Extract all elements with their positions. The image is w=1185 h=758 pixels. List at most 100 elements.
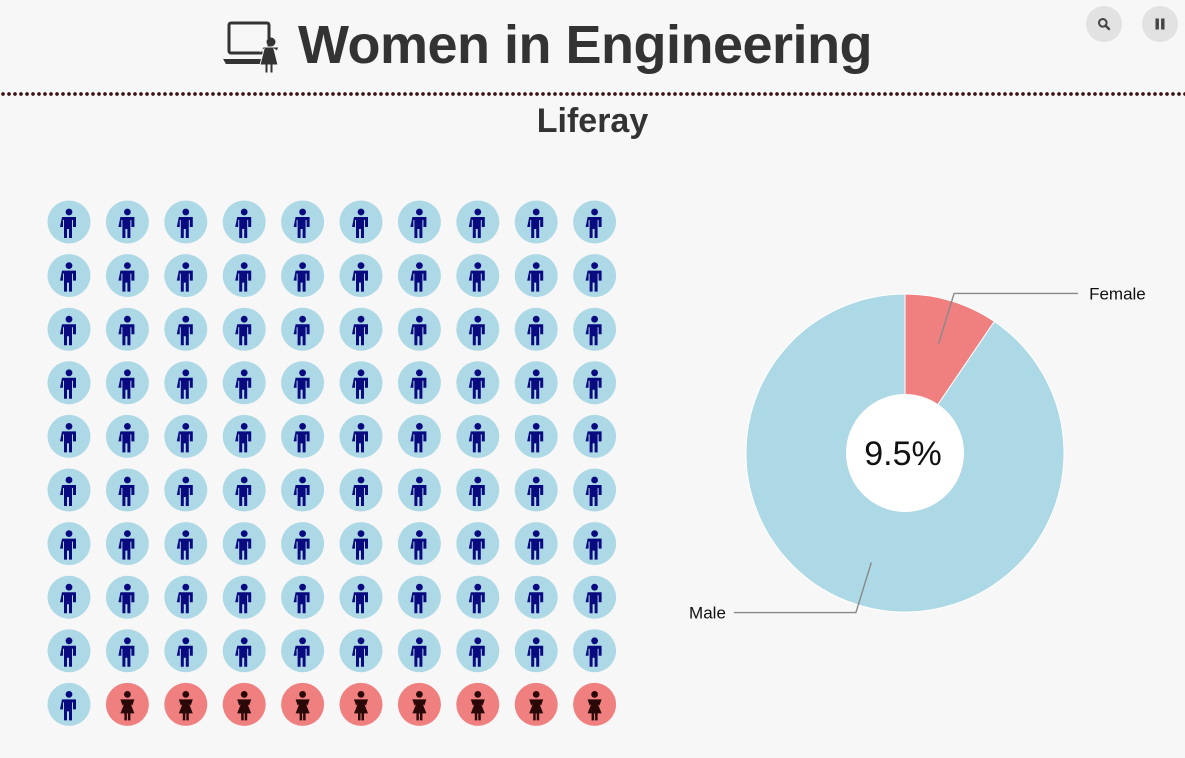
- male-person-icon: [293, 315, 310, 346]
- male-person-icon: [352, 315, 368, 346]
- waffle-cell-male: [339, 361, 383, 405]
- male-person-icon: [410, 423, 427, 453]
- waffle-cell-male: [573, 575, 617, 619]
- male-person-icon: [527, 637, 544, 667]
- male-person-icon: [527, 423, 544, 453]
- donut-center-label: 9.5%: [864, 435, 942, 473]
- male-person-icon: [60, 530, 76, 560]
- waffle-cell-male: [397, 361, 441, 405]
- female-person-icon: [120, 691, 135, 721]
- male-person-icon: [118, 369, 135, 399]
- male-person-icon: [60, 423, 76, 453]
- male-person-icon: [235, 315, 252, 346]
- waffle-cell-male: [105, 307, 149, 351]
- waffle-cell-male: [514, 307, 558, 351]
- male-person-icon: [410, 530, 427, 560]
- waffle-cell-female: [514, 682, 558, 726]
- male-person-icon: [118, 208, 135, 238]
- male-person-icon: [352, 637, 368, 667]
- waffle-cell-male: [573, 522, 617, 566]
- waffle-cell-male: [573, 414, 617, 458]
- waffle-cell-male: [573, 468, 617, 512]
- male-person-icon: [527, 369, 544, 399]
- waffle-cell-female: [573, 682, 617, 726]
- male-person-icon: [293, 208, 310, 238]
- male-person-icon: [585, 369, 602, 399]
- male-person-icon: [176, 208, 193, 238]
- male-person-icon: [176, 530, 193, 560]
- male-person-icon: [585, 583, 602, 614]
- waffle-cell-male: [397, 468, 441, 512]
- male-person-icon: [352, 583, 368, 614]
- chart-subtitle: Liferay: [536, 102, 649, 140]
- laptop-with-woman-icon: [223, 21, 280, 73]
- male-person-icon: [118, 423, 135, 453]
- male-person-icon: [468, 423, 485, 453]
- waffle-chart: [47, 200, 617, 726]
- waffle-cell-male: [47, 682, 91, 726]
- male-person-icon: [585, 208, 602, 238]
- waffle-cell-male: [456, 361, 500, 405]
- male-person-icon: [585, 315, 602, 346]
- waffle-cell-male: [47, 414, 91, 458]
- male-person-icon: [293, 476, 310, 506]
- male-person-icon: [468, 369, 485, 399]
- male-person-icon: [235, 637, 252, 667]
- page-title: Women in Engineering: [298, 15, 873, 75]
- title-group: Women in Engineering: [222, 10, 873, 80]
- waffle-cell-female: [164, 682, 208, 726]
- waffle-cell-male: [514, 575, 558, 619]
- waffle-cell-male: [164, 200, 208, 244]
- waffle-cell-male: [339, 200, 383, 244]
- male-person-icon: [176, 583, 193, 614]
- waffle-cell-male: [222, 575, 266, 619]
- male-person-icon: [60, 476, 76, 506]
- male-person-icon: [468, 315, 485, 346]
- donut-hole: [846, 394, 964, 512]
- waffle-cell-male: [164, 468, 208, 512]
- male-person-icon: [118, 262, 135, 292]
- search-icon: [1098, 18, 1111, 31]
- waffle-cell-male: [47, 522, 91, 566]
- pause-button[interactable]: [1142, 6, 1178, 42]
- male-person-icon: [468, 583, 485, 614]
- waffle-cell-male: [397, 307, 441, 351]
- waffle-cell-male: [222, 629, 266, 673]
- male-person-icon: [60, 691, 76, 721]
- waffle-cell-male: [164, 361, 208, 405]
- male-person-icon: [118, 315, 135, 346]
- male-person-icon: [118, 476, 135, 506]
- waffle-cell-female: [339, 682, 383, 726]
- male-person-icon: [235, 262, 252, 292]
- waffle-cell-male: [456, 468, 500, 512]
- male-person-icon: [585, 423, 602, 453]
- male-person-icon: [293, 637, 310, 667]
- male-person-icon: [527, 476, 544, 506]
- male-person-icon: [352, 208, 368, 238]
- female-person-icon: [237, 691, 252, 721]
- male-person-icon: [468, 530, 485, 560]
- waffle-cell-male: [514, 629, 558, 673]
- male-person-icon: [410, 369, 427, 399]
- male-person-icon: [352, 262, 368, 292]
- male-person-icon: [118, 583, 135, 614]
- waffle-cell-female: [397, 682, 441, 726]
- male-person-icon: [176, 476, 193, 506]
- male-person-icon: [118, 637, 135, 667]
- waffle-cell-male: [339, 254, 383, 298]
- male-person-icon: [527, 262, 544, 292]
- waffle-cell-male: [456, 629, 500, 673]
- search-button[interactable]: [1086, 6, 1122, 42]
- male-person-icon: [527, 315, 544, 346]
- donut-leader-female: [937, 292, 1079, 344]
- female-person-icon: [178, 691, 193, 721]
- waffle-cell-male: [164, 307, 208, 351]
- waffle-cell-male: [105, 522, 149, 566]
- waffle-cell-male: [573, 307, 617, 351]
- donut-label-male: Male: [689, 604, 726, 623]
- waffle-cell-male: [164, 522, 208, 566]
- female-person-icon: [295, 691, 310, 721]
- male-person-icon: [176, 262, 193, 292]
- waffle-cell-male: [573, 361, 617, 405]
- female-person-icon: [587, 691, 602, 721]
